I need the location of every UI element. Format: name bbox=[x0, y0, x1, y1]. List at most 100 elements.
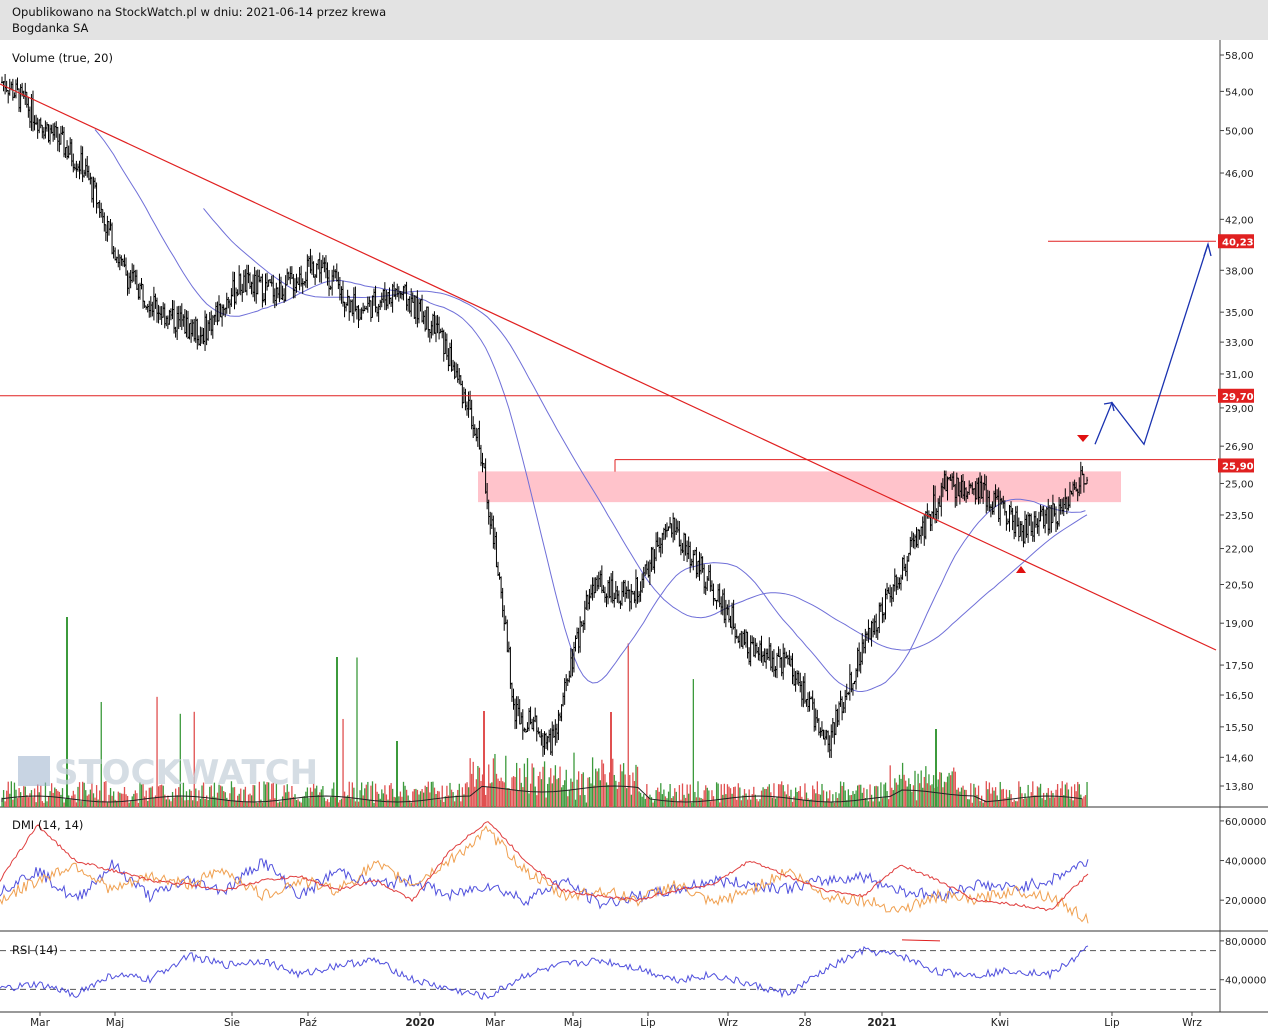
volume-bar bbox=[161, 784, 163, 807]
volume-bar bbox=[880, 782, 882, 807]
volume-bar bbox=[709, 801, 712, 807]
volume-bar bbox=[957, 787, 960, 807]
volume-bar bbox=[309, 787, 312, 807]
volume-bar bbox=[807, 798, 809, 807]
volume-bar bbox=[731, 793, 733, 807]
volume-bar bbox=[514, 777, 516, 807]
volume-bar bbox=[232, 787, 234, 807]
volume-bar bbox=[170, 801, 172, 807]
volume-bar bbox=[294, 794, 296, 807]
volume-bar bbox=[1061, 781, 1063, 807]
volume-bar bbox=[264, 784, 267, 807]
volume-bar bbox=[582, 772, 584, 807]
y-tick-label: 22,00 bbox=[1225, 545, 1254, 556]
volume-bar bbox=[108, 794, 110, 807]
volume-bar bbox=[1033, 795, 1035, 807]
volume-bar bbox=[157, 786, 160, 807]
volume-bar bbox=[700, 797, 702, 807]
volume-bar bbox=[1084, 795, 1087, 807]
volume-bar bbox=[570, 778, 572, 807]
volume-bar bbox=[554, 765, 557, 807]
volume-bar bbox=[565, 769, 567, 807]
volume-bar bbox=[190, 790, 192, 807]
volume-bar bbox=[260, 799, 262, 807]
volume-bar bbox=[773, 783, 775, 807]
volume-bar bbox=[409, 800, 411, 807]
volume-bar bbox=[376, 791, 378, 807]
volume-bar bbox=[495, 773, 498, 807]
volume-bar bbox=[556, 779, 558, 807]
volume-bar bbox=[353, 787, 355, 807]
volume-bar bbox=[612, 758, 614, 807]
resistance-zone bbox=[478, 471, 1121, 503]
volume-bar bbox=[812, 785, 814, 807]
volume-bar bbox=[379, 798, 381, 807]
volume-bar bbox=[51, 783, 53, 807]
volume-bar bbox=[1013, 799, 1015, 807]
volume-bar bbox=[567, 796, 569, 807]
volume-bar bbox=[94, 797, 96, 807]
volume-bar bbox=[154, 795, 157, 807]
volume-bar bbox=[312, 783, 315, 807]
volume-bar bbox=[940, 772, 942, 807]
volume-bar bbox=[946, 776, 949, 807]
volume-bar bbox=[12, 799, 14, 807]
volume-bar bbox=[714, 800, 716, 807]
volume-bar bbox=[1081, 798, 1084, 807]
volume-bar bbox=[768, 784, 770, 807]
dmi-minus-line bbox=[0, 825, 1089, 924]
volume-bar bbox=[283, 785, 285, 807]
volume-bar bbox=[574, 799, 577, 807]
volume-bar bbox=[977, 785, 980, 807]
volume-bar bbox=[1075, 791, 1077, 807]
volume-bar bbox=[660, 783, 662, 807]
volume-bar bbox=[847, 789, 849, 807]
volume-bar bbox=[381, 789, 383, 807]
volume-bar bbox=[1007, 797, 1009, 807]
volume-bar bbox=[767, 786, 769, 807]
volume-bar bbox=[657, 787, 659, 807]
volume-bar bbox=[64, 798, 67, 807]
volume-layer bbox=[1, 617, 1088, 807]
volume-bar bbox=[1060, 788, 1062, 807]
volume-bar bbox=[63, 802, 65, 807]
volume-bar bbox=[192, 800, 194, 807]
volume-bar bbox=[1053, 797, 1056, 807]
volume-bar bbox=[210, 785, 212, 807]
volume-bar bbox=[441, 785, 443, 807]
volume-bar bbox=[523, 763, 526, 807]
volume-bar bbox=[126, 795, 129, 807]
volume-bar bbox=[827, 798, 829, 807]
volume-bar bbox=[78, 782, 81, 807]
volume-bar bbox=[494, 753, 496, 807]
volume-bar bbox=[609, 772, 611, 807]
volume-bar bbox=[1046, 792, 1048, 807]
volume-bar bbox=[771, 797, 774, 807]
volume-bar bbox=[884, 782, 887, 807]
volume-bar bbox=[15, 789, 17, 807]
volume-bar bbox=[686, 784, 688, 807]
volume-bar bbox=[829, 790, 831, 807]
volume-bar bbox=[777, 784, 780, 807]
volume-bar bbox=[788, 796, 791, 807]
volume-bar bbox=[815, 793, 817, 807]
price-tag-label: 29,70 bbox=[1222, 392, 1254, 403]
volume-bar bbox=[148, 787, 150, 807]
volume-bar bbox=[55, 789, 57, 807]
x-tick-label: 28 bbox=[798, 1017, 811, 1029]
volume-bar bbox=[939, 772, 941, 807]
volume-bar bbox=[697, 781, 699, 807]
y-tick-label: 20,0000 bbox=[1225, 896, 1266, 907]
volume-bar bbox=[43, 802, 45, 807]
volume-bar bbox=[193, 711, 195, 807]
volume-bar bbox=[689, 784, 691, 807]
y-tick-label: 38,00 bbox=[1225, 266, 1254, 277]
volume-bar bbox=[653, 800, 656, 807]
volume-bar bbox=[286, 784, 288, 807]
rsi-divergence-line bbox=[901, 939, 941, 942]
volume-bar bbox=[86, 795, 88, 807]
volume-bar bbox=[113, 791, 115, 807]
volume-bar bbox=[610, 712, 612, 807]
y-tick-label: 42,00 bbox=[1225, 215, 1254, 226]
volume-bar bbox=[475, 779, 477, 807]
